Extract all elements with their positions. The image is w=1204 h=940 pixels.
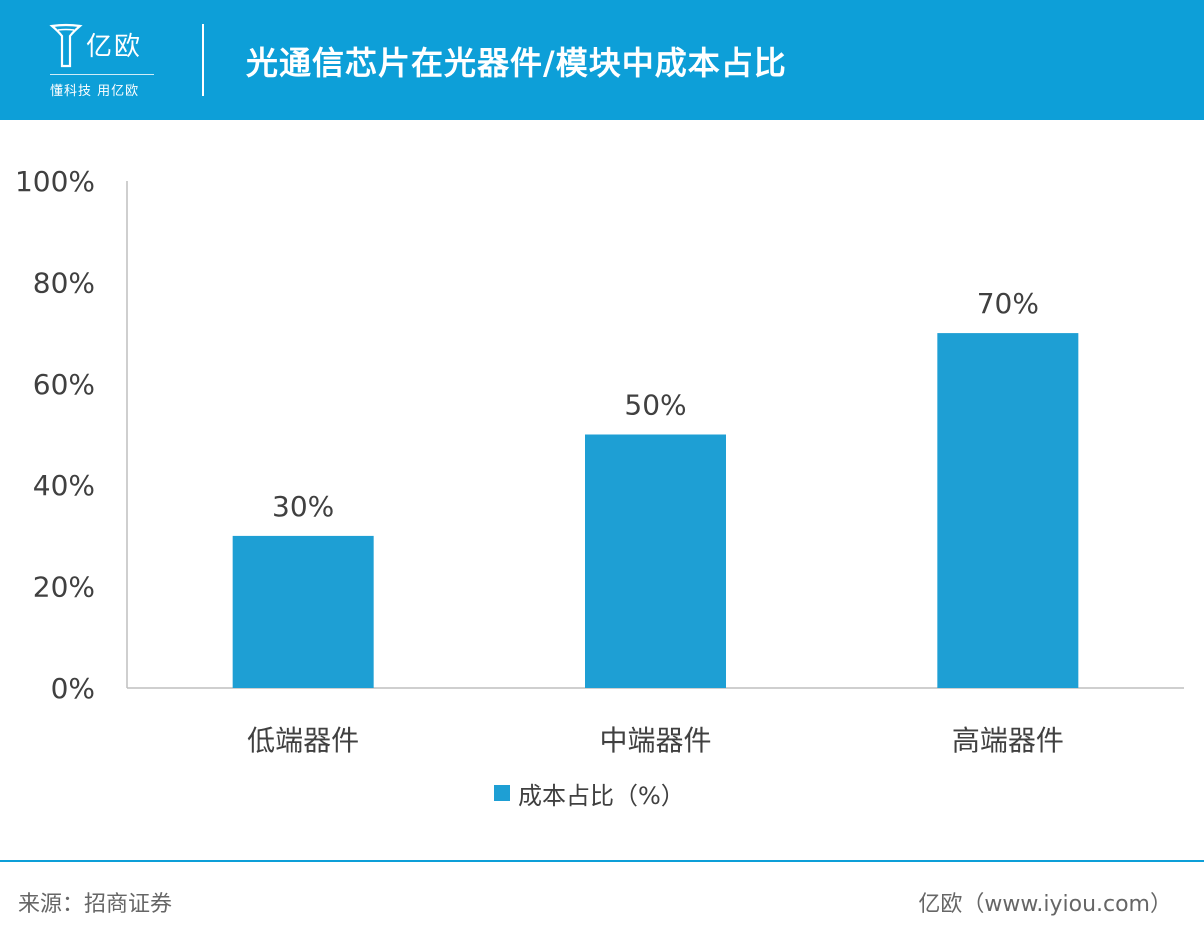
bar (937, 333, 1079, 688)
legend-label: 成本占比（%） (518, 782, 685, 810)
header-divider (202, 24, 204, 96)
y-tick-label: 20% (33, 571, 95, 604)
bar-chart: 0% 20% 40% 60% 80% 100% 30% 50% 70% 低端器件 中端器件 高端器… (15, 165, 1184, 757)
y-axis-ticks: 0% 20% 40% 60% 80% 100% (15, 165, 95, 705)
bar-data-label: 50% (624, 389, 686, 422)
header-banner: 亿欧 懂科技 用亿欧 光通信芯片在光器件/模块中成本占比 (0, 0, 1204, 120)
source-text: 来源：招商证券 (18, 892, 173, 917)
y-tick-label: 0% (51, 672, 95, 705)
x-axis-ticks: 低端器件 中端器件 高端器件 (247, 724, 1064, 757)
logo-mark-icon (49, 23, 83, 68)
logo-underline (50, 74, 154, 75)
logo: 亿欧 懂科技 用亿欧 (46, 22, 161, 102)
bar (232, 535, 374, 688)
y-tick-label: 60% (33, 368, 95, 401)
logo-slogan: 懂科技 用亿欧 (50, 84, 140, 99)
y-tick-label: 100% (15, 165, 95, 198)
y-tick-label: 80% (33, 266, 95, 299)
x-tick-label: 高端器件 (952, 724, 1064, 757)
legend-swatch (494, 785, 510, 801)
x-tick-label: 低端器件 (247, 724, 359, 757)
logo-name: 亿欧 (86, 32, 143, 62)
credit-text: 亿欧（www.iyiou.com） (918, 892, 1172, 917)
bar-data-label: 70% (977, 287, 1039, 320)
bar-data-label: 30% (272, 490, 334, 523)
x-tick-label: 中端器件 (599, 724, 711, 757)
bars (232, 333, 1079, 688)
chart-title: 光通信芯片在光器件/模块中成本占比 (246, 44, 787, 82)
y-tick-label: 40% (33, 469, 95, 502)
footer-divider (0, 860, 1204, 862)
bar (585, 434, 726, 688)
data-labels: 30% 50% 70% (272, 287, 1039, 523)
